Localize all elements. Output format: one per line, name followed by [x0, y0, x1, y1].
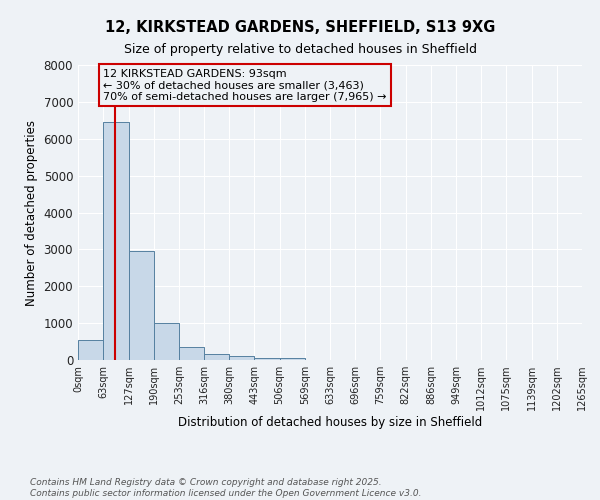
X-axis label: Distribution of detached houses by size in Sheffield: Distribution of detached houses by size … [178, 416, 482, 429]
Text: Contains HM Land Registry data © Crown copyright and database right 2025.
Contai: Contains HM Land Registry data © Crown c… [30, 478, 421, 498]
Text: 12, KIRKSTEAD GARDENS, SHEFFIELD, S13 9XG: 12, KIRKSTEAD GARDENS, SHEFFIELD, S13 9X… [105, 20, 495, 35]
Bar [280, 358, 305, 360]
Y-axis label: Number of detached properties: Number of detached properties [25, 120, 38, 306]
Bar [179, 347, 204, 360]
Bar [78, 340, 103, 360]
Text: Size of property relative to detached houses in Sheffield: Size of property relative to detached ho… [124, 42, 476, 56]
Bar [128, 251, 154, 360]
Bar [254, 358, 280, 360]
Bar [229, 356, 254, 360]
Text: 12 KIRKSTEAD GARDENS: 93sqm
← 30% of detached houses are smaller (3,463)
70% of : 12 KIRKSTEAD GARDENS: 93sqm ← 30% of det… [103, 68, 386, 102]
Bar [103, 122, 128, 360]
Bar [154, 323, 179, 360]
Bar [204, 354, 229, 360]
